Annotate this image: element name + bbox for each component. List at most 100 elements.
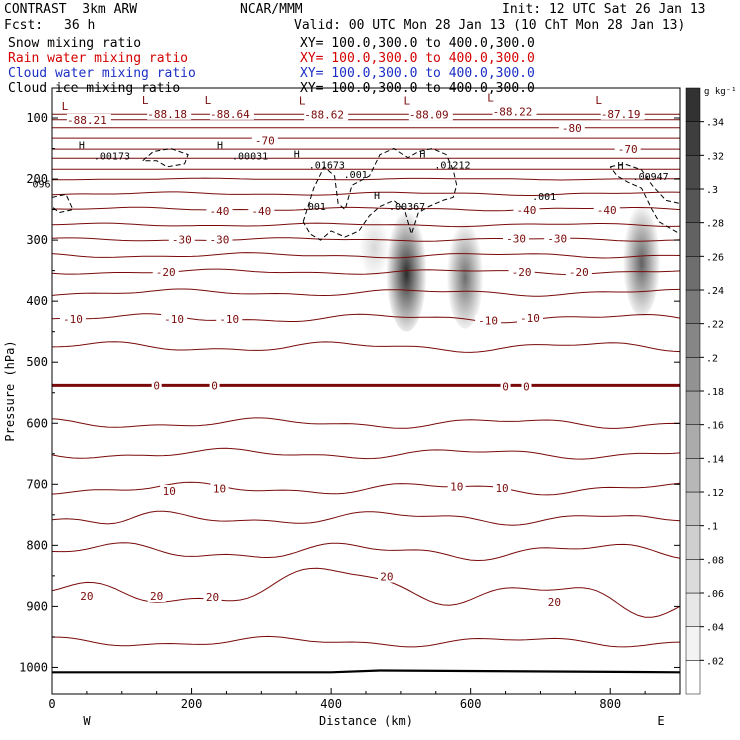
colorbar-swatch [685,390,701,425]
colorbar-swatch [685,559,701,594]
low-value-bg [408,108,453,121]
isotherm [52,313,680,324]
isotherm-label-bg [160,485,179,498]
isotherm-label-bg [545,596,564,609]
y-axis-title: Pressure (hPa) [3,340,17,441]
colorbar-tick-label: .3 [706,185,718,196]
low-value: -88.21 [67,114,107,127]
isotherm-label-bg [206,233,233,246]
cloud-ice-contour [52,193,74,214]
isotherm-label: 0 [153,379,160,392]
model-title: CONTRAST 3km ARW [4,2,138,17]
isotherm-label: 0 [211,379,218,392]
isotherm [52,510,680,526]
isotherm-label-bg [521,380,532,393]
colorbar-swatch [685,222,701,257]
isotherm-label: -40 [251,205,271,218]
field-name-cloud-water: Cloud water mixing ratio [8,66,196,81]
isotherm-label-bg [558,121,585,134]
isotherm-label: -20 [156,266,176,279]
isotherm-label: -10 [164,313,184,326]
colorbar-swatch [685,626,701,661]
low-marker: L [62,100,69,113]
isotherm [52,341,680,353]
colorbar-tick-label: .04 [706,623,724,634]
isotherm-label-bg [493,481,512,494]
isotherm-label-bg [513,204,540,217]
ice-max-marker: H [374,191,380,202]
ice-value: .001 [532,192,556,203]
isotherm [52,252,680,259]
low-marker: L [595,94,602,107]
colorbar-tick-label: .32 [706,151,724,162]
isotherm-label: 10 [213,483,226,496]
isotherm-label-bg [152,265,179,278]
isotherm-label-bg [516,312,543,325]
snow-plume [622,197,661,317]
ice-value: .00367 [389,202,425,213]
ice-max-marker: H [217,140,223,151]
y-tick-label: 200 [26,172,48,186]
isotherm-label-bg [500,380,511,393]
isotherm-label-bg [508,265,535,278]
isotherm [52,222,680,228]
y-tick-label: 900 [26,599,48,613]
colorbar-tick-label: .22 [706,320,724,331]
ice-value: 096 [32,180,50,191]
isotherm-label-bg [544,232,571,245]
field-name-snow: Snow mixing ratio [8,36,142,51]
y-tick-label: 700 [26,477,48,491]
isotherm-label: -10 [520,312,540,325]
ice-max-marker: H [618,161,624,172]
ice-value: .00947 [633,172,669,183]
isotherm-label-bg [209,379,220,392]
isotherm-label-bg [447,480,466,493]
isotherm-label: -10 [219,313,239,326]
isotherm-label: 20 [150,590,163,603]
colorbar-tick-label: .12 [706,488,724,499]
isotherm-label: 20 [80,590,93,603]
x-tick-label: 600 [460,697,482,711]
isotherm-label-bg [77,590,96,603]
valid-time: Valid: 00 UTC Mon 28 Jan 13 (10 ChT Mon … [294,18,686,33]
y-tick-label: 400 [26,294,48,308]
low-value-bg [600,107,645,120]
isotherm-label-bg [216,312,243,325]
low-value: -88.64 [210,108,250,121]
y-tick-label: 100 [26,111,48,125]
fcst-label: Fcst: [4,18,44,33]
ice-value: .01212 [434,161,470,172]
y-tick-label: 500 [26,355,48,369]
colorbar-swatch [685,424,701,459]
isotherm [52,191,680,196]
colorbar-swatch [685,155,701,190]
ice-max-marker: H [419,150,425,161]
isotherm-label: -70 [618,143,638,156]
ice-value: .001 [344,170,368,181]
isotherm-label-bg [251,134,278,147]
isotherm-label: -70 [255,135,275,148]
isotherm-label: 10 [495,482,508,495]
colorbar-tick-label: .16 [706,421,724,432]
field-xy-rain: XY= 100.0,300.0 to 400.0,300.0 [300,51,535,66]
isotherm-label-bg [614,143,641,156]
isotherm-label-bg [593,204,620,217]
colorbar-tick-label: .2 [706,353,718,364]
isotherm-label-bg [161,312,188,325]
isotherm [52,177,680,181]
ice-max-marker: H [79,140,85,151]
isotherm-label-bg [151,379,162,392]
isotherm-label: -40 [517,204,537,217]
x-tick-label: 400 [320,697,342,711]
ice-value: .001 [302,202,326,213]
colorbar-swatch [685,458,701,493]
colorbar-tick-label: .18 [706,387,724,398]
isotherm-label: -30 [210,233,230,246]
isotherm-label-bg [210,482,229,495]
ice-value: .00031 [232,151,268,162]
isotherm-label: 20 [548,596,561,609]
colorbar-swatch [685,188,701,223]
low-value: -88.09 [409,108,449,121]
y-tick-label: 300 [26,233,48,247]
ice-max-marker: H [294,150,300,161]
